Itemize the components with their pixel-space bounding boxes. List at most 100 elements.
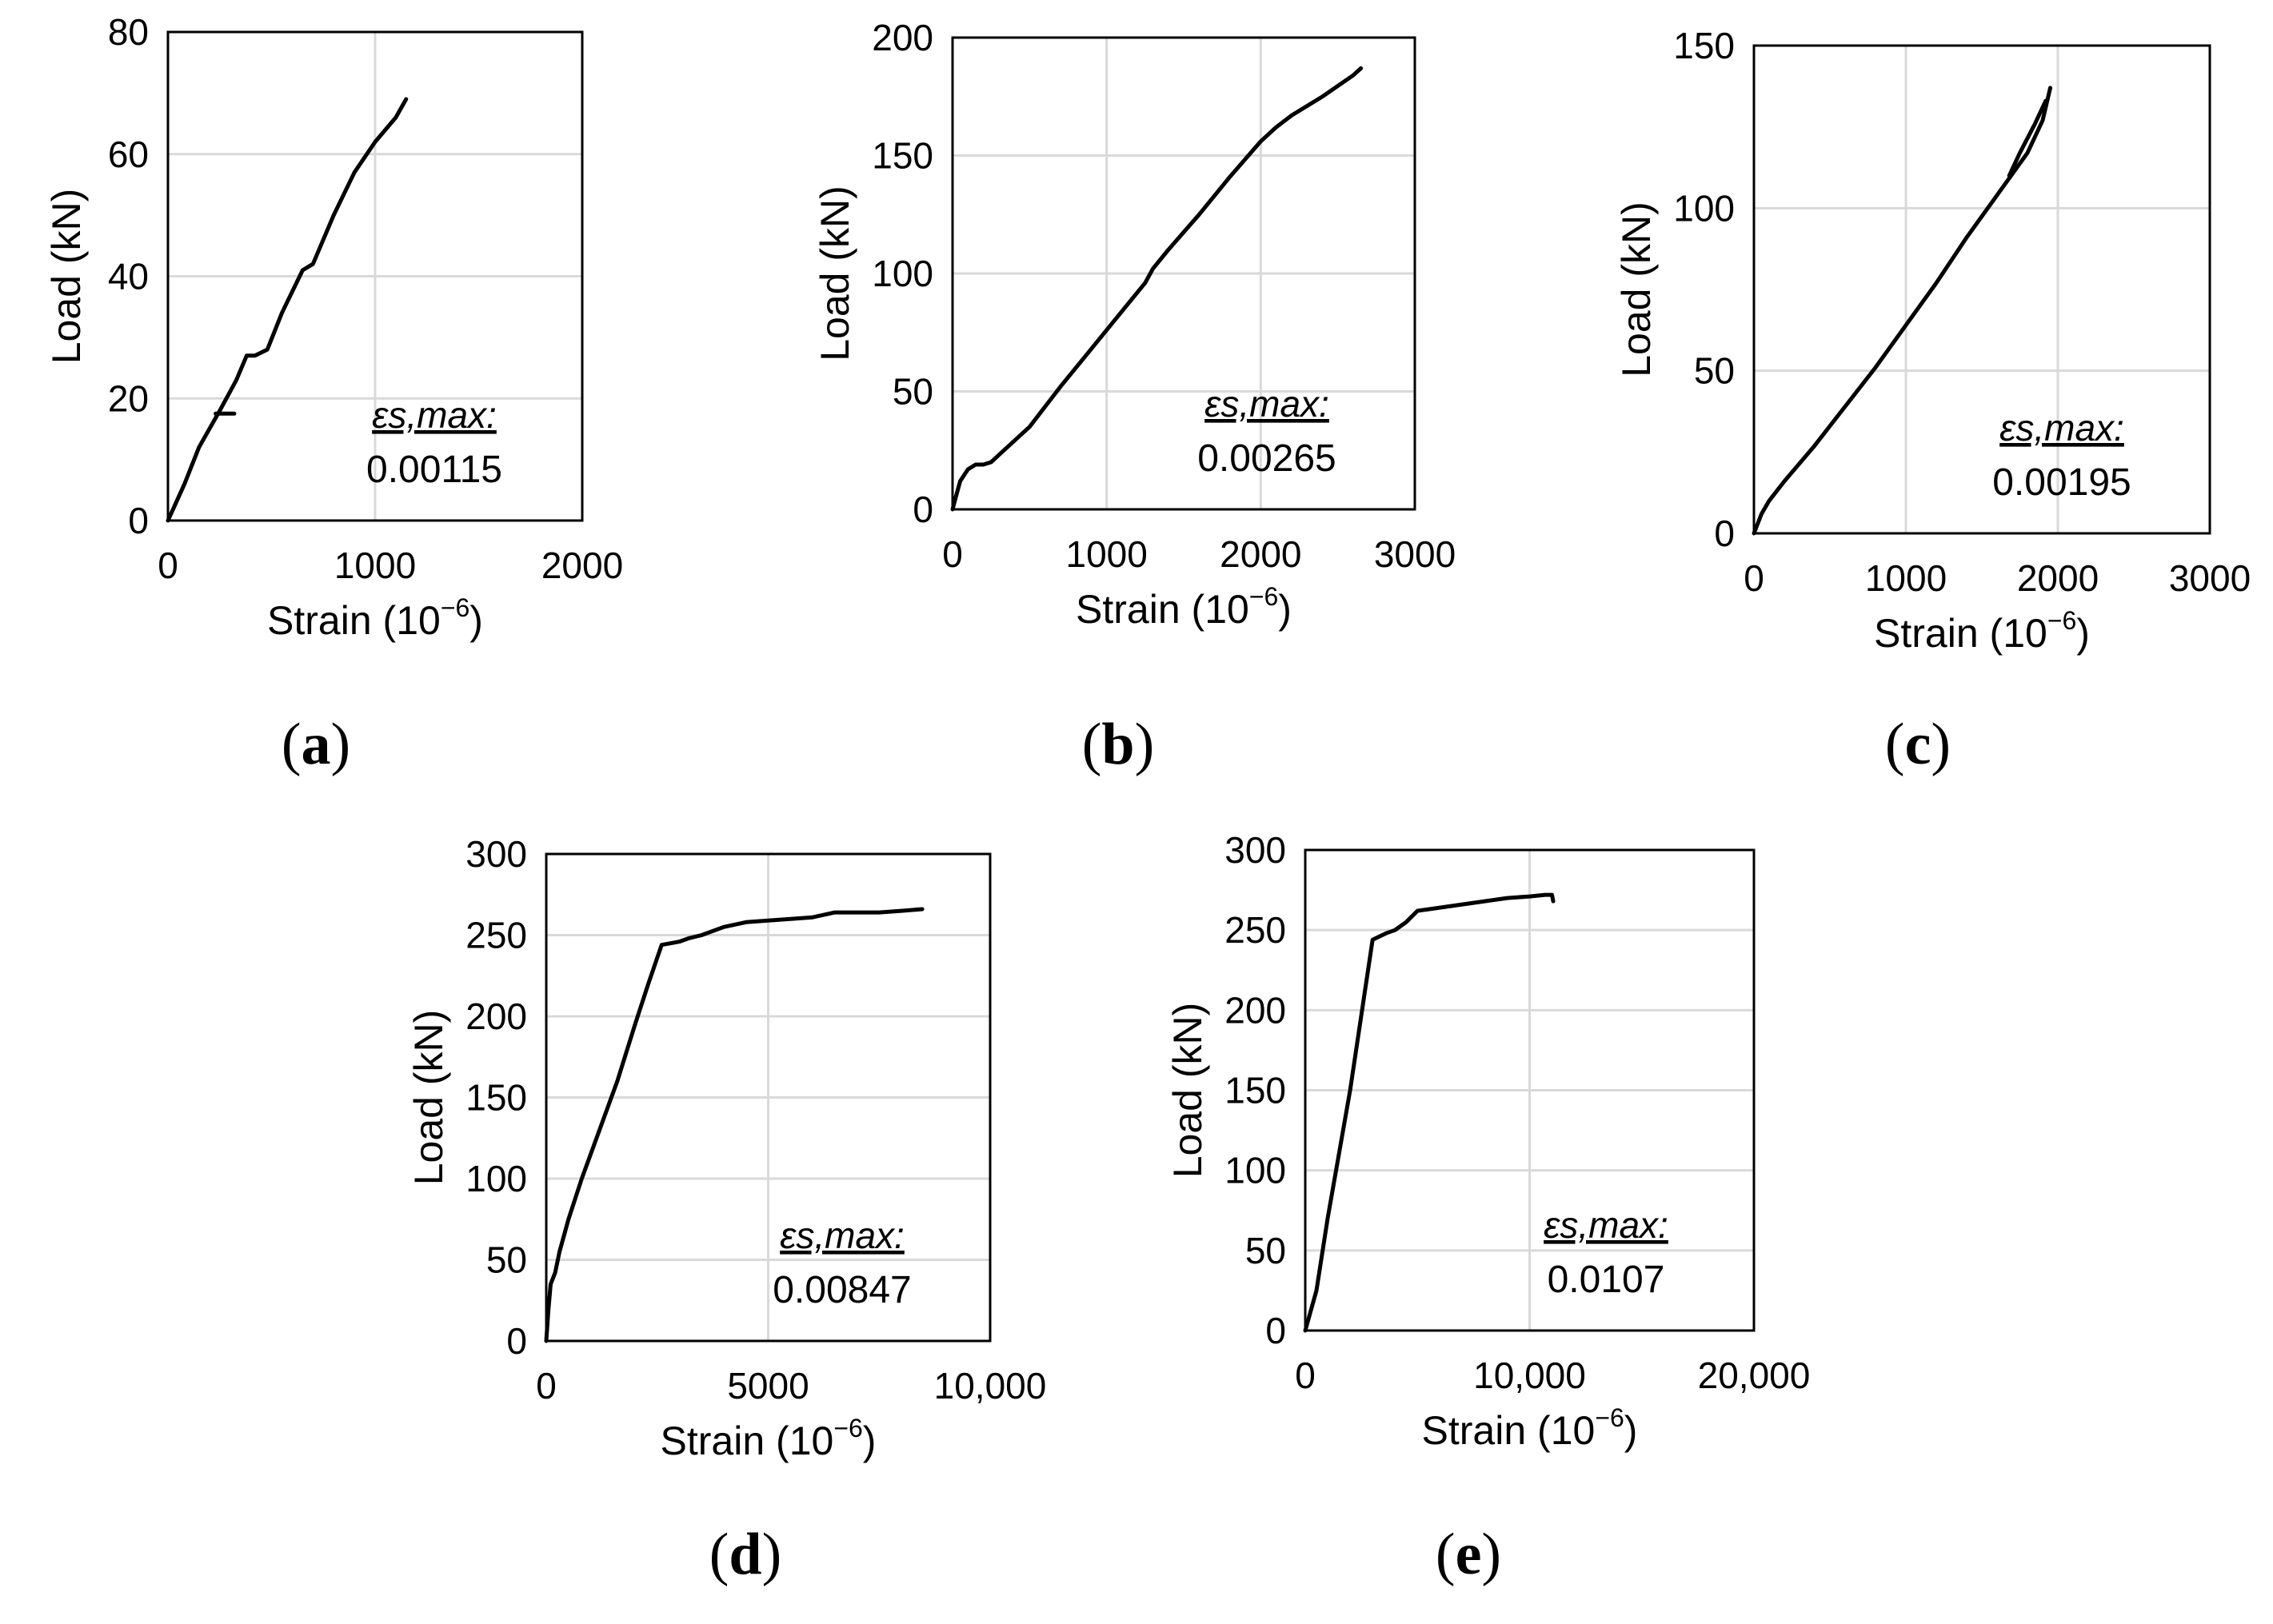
annotation-value: 0.00847 bbox=[773, 1269, 912, 1311]
y-tick-label: 150 bbox=[1224, 1070, 1286, 1111]
series-line-main bbox=[1752, 86, 2052, 536]
annotation-title: εs,max: bbox=[780, 1215, 905, 1256]
panel-label-close: ) bbox=[1135, 712, 1155, 777]
plot-area-border bbox=[1304, 848, 1756, 1332]
x-axis-label-text: Strain (10 bbox=[1076, 587, 1249, 632]
y-axis-label: Load (kN) bbox=[44, 189, 89, 365]
x-tick-label: 0 bbox=[1295, 1355, 1316, 1396]
y-tick-label: 0 bbox=[1714, 513, 1735, 554]
panel-label-letter: b bbox=[1101, 712, 1134, 777]
annotation-value: 0.00115 bbox=[366, 449, 502, 491]
plot-area-border bbox=[545, 852, 992, 1343]
x-axis-label: Strain (10−6) bbox=[1874, 606, 2090, 656]
x-axis-label-close: ) bbox=[469, 598, 483, 643]
y-tick-label: 20 bbox=[108, 377, 149, 419]
annotation-title: εs,max: bbox=[1999, 407, 2124, 449]
x-axis-label-close: ) bbox=[2076, 611, 2090, 656]
y-tick-label: 80 bbox=[108, 11, 149, 53]
y-tick-label: 50 bbox=[486, 1239, 527, 1281]
y-tick-label: 0 bbox=[128, 500, 149, 541]
panel-label-close: ) bbox=[331, 712, 351, 777]
panel-label-open: ( bbox=[1885, 712, 1905, 777]
panel-label: (c) bbox=[1885, 712, 1951, 777]
x-tick-label: 2000 bbox=[541, 545, 623, 586]
x-tick-label: 10,000 bbox=[934, 1365, 1047, 1407]
series-line-main bbox=[1303, 892, 1556, 1333]
y-tick-label: 100 bbox=[465, 1158, 527, 1199]
panel-label: (e) bbox=[1436, 1522, 1501, 1587]
y-tick-label: 0 bbox=[913, 489, 933, 530]
panel-label-open: ( bbox=[1082, 712, 1102, 777]
y-tick-label: 60 bbox=[108, 134, 149, 175]
series-line-main bbox=[166, 97, 409, 523]
panel-label: (d) bbox=[709, 1522, 781, 1587]
y-tick-label: 100 bbox=[872, 253, 933, 294]
y-tick-label: 300 bbox=[465, 833, 527, 875]
y-tick-label: 100 bbox=[1673, 187, 1735, 229]
y-tick-label: 150 bbox=[872, 135, 933, 177]
series-line-main bbox=[950, 66, 1364, 512]
chart-panel-d: 0 5000 10,000 0 50 100 150 200 250 300 Strain (10−… bbox=[406, 833, 1046, 1587]
x-axis-label-close: ) bbox=[863, 1419, 877, 1463]
x-axis-label-exponent: −6 bbox=[2047, 606, 2076, 635]
chart-panel-c: 0 1000 2000 3000 0 50 100 150 Strain (10−6) Load … bbox=[1614, 25, 2251, 777]
annotation-value: 0.00195 bbox=[1992, 461, 2131, 504]
x-tick-label: 0 bbox=[942, 533, 963, 575]
y-tick-label: 100 bbox=[1224, 1150, 1286, 1191]
x-axis-label-text: Strain (10 bbox=[267, 598, 441, 643]
x-tick-label: 3000 bbox=[1374, 533, 1456, 575]
x-axis-label-close: ) bbox=[1624, 1408, 1638, 1453]
panel-label-close: ) bbox=[762, 1522, 782, 1587]
x-tick-label: 1000 bbox=[1865, 557, 1947, 599]
x-axis-label-text: Strain (10 bbox=[661, 1419, 834, 1463]
x-tick-label: 0 bbox=[536, 1365, 557, 1407]
y-axis-label: Load (kN) bbox=[406, 1010, 451, 1186]
panel-label-close: ) bbox=[1931, 712, 1951, 777]
plot-area-border bbox=[1752, 44, 2211, 535]
y-tick-label: 40 bbox=[108, 256, 149, 297]
y-tick-label: 150 bbox=[465, 1077, 527, 1119]
x-tick-label: 2000 bbox=[2017, 557, 2099, 599]
panel-label-open: ( bbox=[282, 712, 302, 777]
x-axis-label: Strain (10−6) bbox=[267, 593, 483, 643]
chart-panel-a: 0 1000 2000 0 20 40 60 80 Strain (10−6) Load (kN)… bbox=[44, 11, 623, 777]
x-tick-label: 20,000 bbox=[1698, 1355, 1811, 1396]
panel-label-open: ( bbox=[709, 1522, 729, 1587]
annotation-title: εs,max: bbox=[372, 394, 497, 436]
y-tick-label: 50 bbox=[1245, 1230, 1286, 1271]
x-tick-label: 2000 bbox=[1220, 533, 1301, 575]
x-tick-label: 0 bbox=[1744, 557, 1764, 599]
series-line-main bbox=[544, 907, 925, 1343]
y-tick-label: 250 bbox=[465, 915, 527, 956]
x-axis-label-exponent: −6 bbox=[833, 1414, 862, 1442]
series-line-unload bbox=[2007, 98, 2048, 178]
y-tick-label: 0 bbox=[506, 1320, 527, 1362]
y-tick-label: 200 bbox=[465, 996, 527, 1037]
x-axis-label-exponent: −6 bbox=[441, 593, 469, 622]
panel-label-letter: e bbox=[1456, 1522, 1482, 1587]
x-tick-label: 0 bbox=[158, 545, 178, 586]
panel-label: (b) bbox=[1082, 712, 1154, 777]
plot-area-border bbox=[166, 30, 584, 522]
y-axis-label: Load (kN) bbox=[813, 186, 857, 361]
x-axis-label-text: Strain (10 bbox=[1874, 611, 2047, 656]
x-axis-label: Strain (10−6) bbox=[1076, 582, 1292, 632]
y-tick-label: 200 bbox=[872, 17, 933, 58]
y-tick-label: 250 bbox=[1224, 909, 1286, 951]
y-tick-label: 300 bbox=[1224, 829, 1286, 871]
annotation-value: 0.00265 bbox=[1197, 437, 1336, 480]
panel-label-letter: a bbox=[302, 712, 331, 777]
annotation-value: 0.0107 bbox=[1548, 1259, 1665, 1301]
annotation-title: εs,max: bbox=[1204, 383, 1329, 425]
x-axis-label: Strain (10−6) bbox=[661, 1414, 877, 1463]
x-tick-label: 5000 bbox=[727, 1365, 809, 1407]
y-tick-label: 50 bbox=[893, 371, 933, 413]
plot-area-border bbox=[951, 36, 1416, 511]
x-tick-label: 3000 bbox=[2169, 557, 2251, 599]
panel-label-letter: c bbox=[1905, 712, 1931, 777]
y-axis-label: Load (kN) bbox=[1614, 202, 1659, 377]
panel-label-letter: d bbox=[729, 1522, 761, 1587]
x-tick-label: 1000 bbox=[1065, 533, 1147, 575]
x-axis-label-text: Strain (10 bbox=[1422, 1408, 1596, 1453]
